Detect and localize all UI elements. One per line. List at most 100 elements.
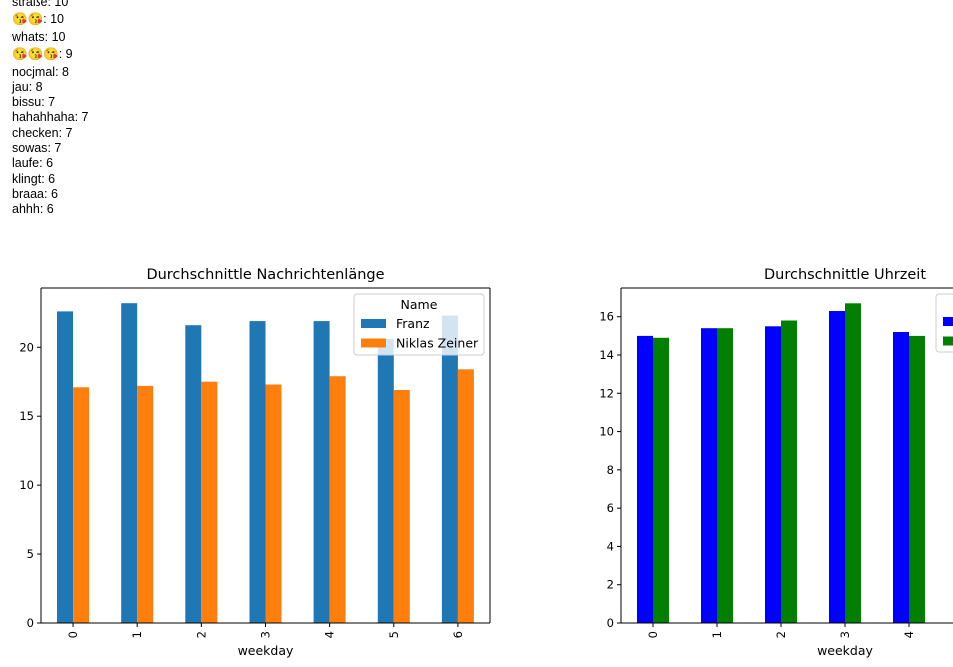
x-tick-label: 0 <box>66 631 80 638</box>
separator: : <box>41 171 49 186</box>
x-tick-label: 1 <box>710 631 724 638</box>
separator: : <box>58 47 66 62</box>
word-count: 6 <box>50 186 58 201</box>
word-count-item: 😘😘: 10 <box>12 10 88 30</box>
separator: : <box>44 29 52 44</box>
word-count-item: sowas: 7 <box>12 141 88 156</box>
word-label: klingt <box>12 171 42 186</box>
word-label: 😘😘😘 <box>12 47 59 62</box>
word-count-item: 😘😘😘: 9 <box>12 45 88 65</box>
word-frequency-list: straße: 10 😘😘: 10 whats: 10 😘😘😘: 9 nocjmal: … <box>12 0 88 218</box>
separator: : <box>41 95 49 110</box>
word-label: laufe <box>12 156 40 171</box>
word-label: straße <box>12 0 48 9</box>
bar-franz-2 <box>185 325 202 623</box>
word-label: sowas <box>12 141 48 156</box>
word-label: braaa <box>12 186 44 201</box>
word-label: jau <box>12 79 29 94</box>
bar-series-1-2 <box>781 320 797 623</box>
word-label: whats <box>12 29 45 44</box>
bar-franz-0 <box>57 311 73 623</box>
bar-niklas-zeiner-0 <box>73 387 90 623</box>
word-count-item: braaa: 6 <box>12 187 88 202</box>
word-count-item: straße: 10 <box>12 0 88 10</box>
separator: : <box>55 64 63 79</box>
legend-swatch <box>943 336 953 346</box>
separator: : <box>39 156 47 171</box>
y-tick-label: 8 <box>607 463 614 477</box>
separator: : <box>39 202 47 217</box>
legend-frame <box>353 293 485 356</box>
x-tick-label: 2 <box>194 631 208 638</box>
chart-title: Durchschnittle Nachrichtenlänge <box>146 267 384 283</box>
word-count: 10 <box>50 12 64 27</box>
y-tick-label: 10 <box>19 478 34 492</box>
word-count: 6 <box>46 156 54 171</box>
word-count-item: hahahhaha: 7 <box>12 110 88 125</box>
legend-swatch <box>361 319 386 328</box>
separator: : <box>58 125 66 140</box>
bar-niklas-zeiner-2 <box>201 381 218 623</box>
separator: : <box>47 141 55 156</box>
bar-franz-1 <box>121 303 138 623</box>
x-tick-label: 2 <box>774 631 788 638</box>
bar-franz-5 <box>377 339 394 623</box>
y-tick-label: 14 <box>599 348 614 362</box>
word-count-item: whats: 10 <box>12 30 88 45</box>
word-label: bissu <box>12 95 42 110</box>
word-count: 9 <box>65 47 73 62</box>
word-count: 6 <box>46 202 54 217</box>
x-tick-label: 0 <box>646 631 660 638</box>
word-count: 8 <box>62 64 69 79</box>
y-tick-label: 0 <box>607 616 614 630</box>
separator: : <box>28 79 36 94</box>
word-count-item: nocjmal: 8 <box>12 65 88 80</box>
word-count: 8 <box>35 79 43 94</box>
word-count-item: bissu: 7 <box>12 95 88 110</box>
y-tick-label: 5 <box>27 547 34 561</box>
legend <box>935 293 953 353</box>
legend-label: Franz <box>396 316 430 331</box>
x-axis-label: weekday <box>238 643 294 658</box>
word-count: 7 <box>65 125 73 140</box>
y-tick-label: 15 <box>19 409 34 423</box>
bar-franz-3 <box>249 321 266 623</box>
separator: : <box>43 12 51 27</box>
bar-series-0-0 <box>637 335 653 623</box>
y-tick-label: 4 <box>607 539 614 553</box>
separator: : <box>47 0 55 9</box>
y-tick-label: 2 <box>607 578 614 592</box>
legend-swatch <box>361 338 386 348</box>
x-tick-label: 6 <box>451 631 465 638</box>
word-count-item: klingt: 6 <box>12 172 88 187</box>
bar-series-0-3 <box>829 311 845 623</box>
word-label: hahahhaha <box>12 110 75 125</box>
separator: : <box>74 110 82 125</box>
word-count-item: jau: 8 <box>12 80 88 95</box>
word-label: ahhh <box>12 202 40 217</box>
bar-series-0-4 <box>893 332 909 623</box>
word-label: 😘😘 <box>12 12 44 27</box>
y-tick-label: 10 <box>599 425 614 439</box>
bar-niklas-zeiner-3 <box>265 384 282 623</box>
word-label: checken <box>12 125 59 140</box>
bar-series-1-0 <box>653 337 669 623</box>
word-count-item: checken: 7 <box>12 126 88 141</box>
word-label: nocjmal <box>12 64 56 79</box>
x-tick-label: 4 <box>902 631 916 638</box>
x-axis-label: weekday <box>817 643 873 658</box>
bar-franz-6 <box>441 315 458 623</box>
y-tick-label: 0 <box>27 616 34 630</box>
y-tick-label: 20 <box>19 340 34 354</box>
legend-title: Name <box>401 297 438 312</box>
word-count: 10 <box>54 0 69 9</box>
bar-niklas-zeiner-6 <box>457 369 474 623</box>
y-tick-label: 6 <box>607 501 614 515</box>
bar-niklas-zeiner-5 <box>393 390 410 623</box>
x-tick-label: 3 <box>838 631 852 638</box>
word-count: 7 <box>54 141 62 156</box>
bar-niklas-zeiner-1 <box>137 385 154 623</box>
bar-series-1-4 <box>909 335 925 623</box>
